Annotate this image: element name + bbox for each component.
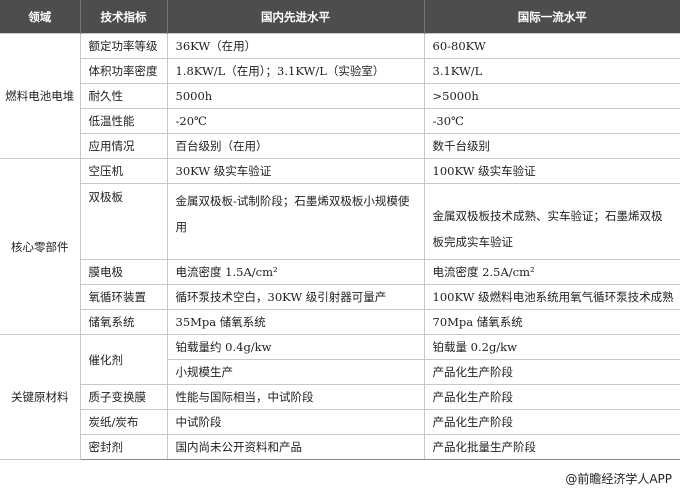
header-cell: 领域 (0, 0, 81, 34)
domestic-cell: 5000h (166, 83, 425, 109)
metric-cell: 体积功率密度 (79, 58, 168, 84)
domestic-cell: -20℃ (166, 108, 425, 134)
metric-cell: 低温性能 (79, 108, 168, 134)
domestic-cell: 国内尚未公开资料和产品 (166, 434, 425, 460)
intl-cell: 3.1KW/L (423, 58, 680, 84)
header-cell: 国内先进水平 (167, 0, 425, 34)
table-row: 双极板 金属双极板-试制阶段；石墨烯双极板小规模使用 金属双极板技术成熟、实车验… (0, 183, 680, 260)
header-row: 领域 技术指标 国内先进水平 国际一流水平 (0, 0, 680, 34)
table-row: 密封剂 国内尚未公开资料和产品 产品化批量生产阶段 (0, 434, 680, 460)
domestic-cell: 电流密度 1.5A/cm² (166, 259, 425, 285)
domestic-cell: 36KW（在用） (166, 33, 425, 59)
header-cell: 国际一流水平 (424, 0, 680, 34)
table-row: 膜电极 电流密度 1.5A/cm² 电流密度 2.5A/cm² (0, 259, 680, 285)
table-row: 质子变换膜 性能与国际相当，中试阶段 产品化生产阶段 (0, 384, 680, 410)
intl-cell: 产品化批量生产阶段 (423, 434, 680, 460)
group-label: 核心零部件 (0, 158, 81, 335)
table-row: 核心零部件 空压机 30KW 级实车验证 100KW 级实车验证 (0, 158, 680, 335)
metric-cell: 催化剂 (79, 334, 168, 385)
intl-cell: 产品化生产阶段 (423, 359, 680, 385)
domestic-cell: 金属双极板-试制阶段；石墨烯双极板小规模使用 (166, 183, 425, 260)
metric-cell: 额定功率等级 (79, 33, 168, 59)
intl-cell: 电流密度 2.5A/cm² (423, 259, 680, 285)
source-credit: @前瞻经济学人APP (565, 472, 672, 486)
group-label: 关键原材料 (0, 334, 81, 460)
table-row: 储氧系统 35Mpa 储氧系统 70Mpa 储氧系统 (0, 309, 680, 335)
metric-cell: 储氧系统 (79, 309, 168, 335)
table-row: 氧循环装置 循环泵技术空白，30KW 级引射器可量产 100KW 级燃料电池系统… (0, 284, 680, 310)
intl-cell: 100KW 级燃料电池系统用氧气循环泵技术成熟 (423, 284, 680, 310)
domestic-cell: 35Mpa 储氧系统 (166, 309, 425, 335)
intl-cell: 产品化生产阶段 (423, 384, 680, 410)
domestic-cell: 中试阶段 (166, 409, 425, 435)
metric-cell: 质子变换膜 (79, 384, 168, 410)
table-row: 炭纸/炭布 中试阶段 产品化生产阶段 (0, 409, 680, 435)
table-row: 燃料电池电堆 额定功率等级 36KW（在用） 60-80KW (0, 33, 680, 159)
table-row: 关键原材料 催化剂 铂载量约 0.4g/kw 铂载量 0.2g/kw (0, 334, 680, 460)
metric-cell: 膜电极 (79, 259, 168, 285)
table-row: 小规模生产 产品化生产阶段 (0, 359, 680, 385)
table-row: 低温性能 -20℃ -30℃ (0, 108, 680, 134)
intl-cell: 金属双极板技术成熟、实车验证；石墨烯双极板完成实车验证 (423, 183, 680, 260)
metric-cell: 双极板 (79, 183, 168, 260)
table-row: 体积功率密度 1.8KW/L（在用）；3.1KW/L（实验室） 3.1KW/L (0, 58, 680, 84)
table-row: 耐久性 5000h >5000h (0, 83, 680, 109)
intl-cell: >5000h (423, 83, 680, 109)
domestic-cell: 性能与国际相当，中试阶段 (166, 384, 425, 410)
intl-cell: 数千台级别 (423, 133, 680, 159)
domestic-cell: 循环泵技术空白，30KW 级引射器可量产 (166, 284, 425, 310)
metric-cell: 耐久性 (79, 83, 168, 109)
intl-cell: -30℃ (423, 108, 680, 134)
domestic-cell: 1.8KW/L（在用）；3.1KW/L（实验室） (166, 58, 425, 84)
domestic-cell: 小规模生产 (166, 359, 425, 385)
metric-cell: 密封剂 (79, 434, 168, 460)
comparison-table: 领域 技术指标 国内先进水平 国际一流水平 燃料电池电堆 额定功率等级 36KW… (0, 0, 680, 460)
group-label: 燃料电池电堆 (0, 33, 81, 159)
intl-cell: 产品化生产阶段 (423, 409, 680, 435)
domestic-cell: 铂载量约 0.4g/kw (166, 334, 425, 360)
metric-cell: 炭纸/炭布 (79, 409, 168, 435)
intl-cell: 70Mpa 储氧系统 (423, 309, 680, 335)
domestic-cell: 30KW 级实车验证 (166, 158, 425, 184)
intl-cell: 100KW 级实车验证 (423, 158, 680, 184)
header-cell: 技术指标 (80, 0, 168, 34)
metric-cell: 应用情况 (79, 133, 168, 159)
intl-cell: 60-80KW (423, 33, 680, 59)
metric-cell: 空压机 (79, 158, 168, 184)
domestic-cell: 百台级别（在用） (166, 133, 425, 159)
intl-cell: 铂载量 0.2g/kw (423, 334, 680, 360)
table-row: 应用情况 百台级别（在用） 数千台级别 (0, 133, 680, 159)
metric-cell: 氧循环装置 (79, 284, 168, 310)
